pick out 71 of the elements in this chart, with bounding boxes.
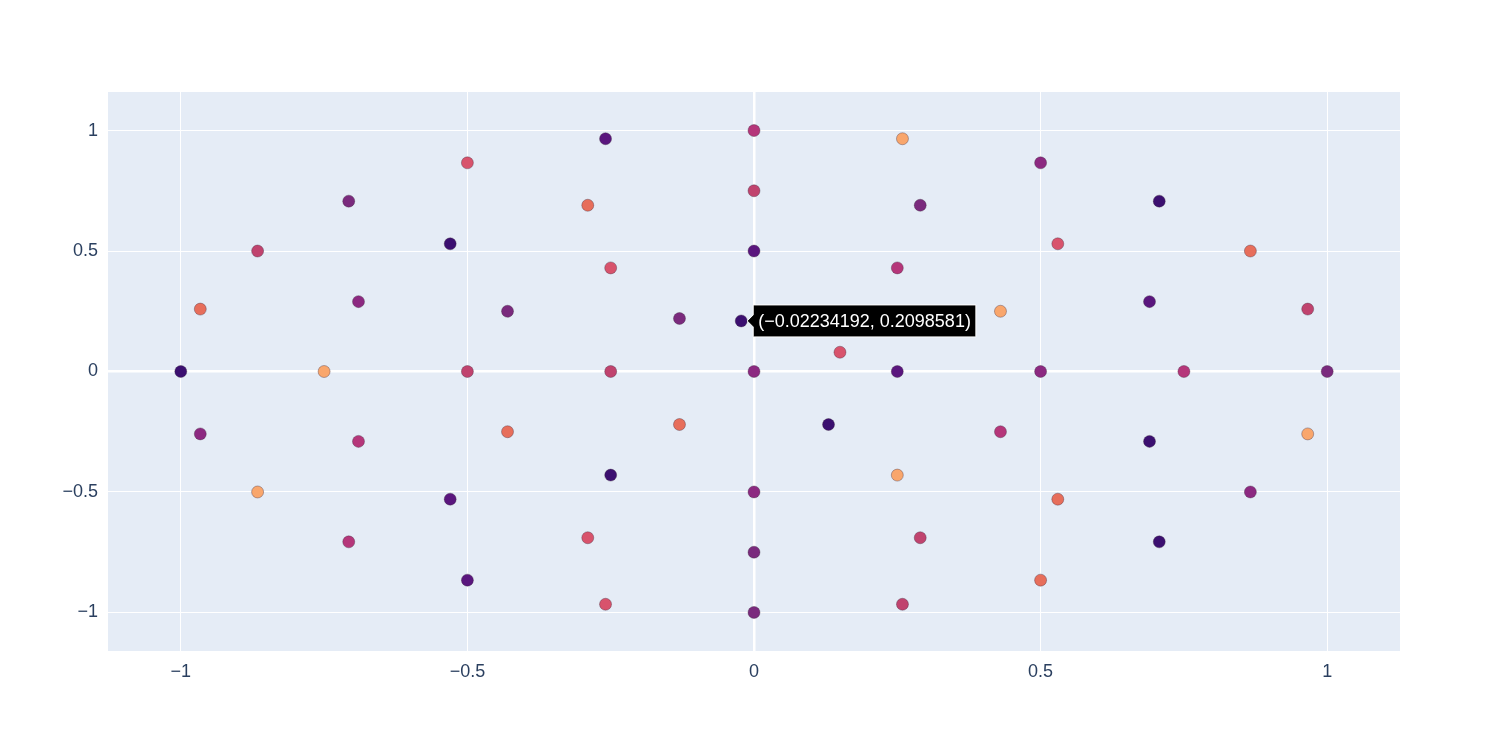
point [461, 573, 474, 587]
point [581, 198, 595, 212]
point [604, 468, 617, 482]
point [1177, 365, 1191, 378]
x-tick-label: 0.5 [1028, 660, 1054, 681]
point [747, 545, 761, 559]
point [1320, 365, 1334, 378]
point [896, 132, 909, 146]
point [193, 427, 207, 441]
y-tick-label: −0.5 [62, 480, 98, 501]
point [1034, 365, 1047, 378]
point [443, 492, 457, 506]
point [174, 365, 188, 378]
point [913, 531, 927, 545]
point [994, 304, 1007, 318]
point [747, 606, 761, 619]
point [604, 261, 617, 275]
point [891, 261, 904, 275]
point [1152, 535, 1166, 549]
annotation: (−0.02234192, 0.2098581) [758, 310, 971, 331]
point [1143, 435, 1156, 448]
point [317, 365, 331, 378]
point [501, 425, 514, 439]
point [896, 597, 909, 611]
point [1034, 156, 1047, 170]
y-tick-label: −1 [77, 601, 98, 622]
point [833, 345, 847, 359]
point [1152, 194, 1166, 208]
y-tick-label: 0.5 [72, 239, 98, 260]
point [747, 184, 761, 198]
point [352, 435, 365, 448]
point [1034, 573, 1047, 587]
point [461, 156, 474, 170]
point [1143, 295, 1156, 308]
point [342, 535, 356, 549]
point [747, 365, 761, 378]
point [994, 425, 1007, 439]
x-tick-label: 0 [748, 660, 760, 681]
point [599, 132, 612, 146]
point [747, 124, 761, 137]
x-tick-label: 1 [1322, 660, 1333, 681]
point [891, 468, 904, 482]
point [1301, 302, 1315, 316]
point [251, 244, 264, 258]
point [342, 194, 356, 208]
point [501, 304, 514, 318]
point [1051, 492, 1065, 506]
point [1244, 485, 1257, 499]
point [1301, 427, 1315, 441]
point [1244, 244, 1257, 258]
point [734, 314, 748, 328]
point [443, 237, 457, 251]
point [673, 312, 686, 325]
x-tick-label: −0.5 [449, 660, 486, 681]
point [1051, 237, 1065, 251]
point [193, 302, 207, 316]
point [251, 485, 264, 499]
point [604, 365, 617, 378]
point [891, 365, 904, 378]
y-tick-label: 0 [87, 360, 98, 381]
point [461, 365, 474, 378]
point [747, 485, 761, 499]
y-tick-label: 1 [87, 119, 98, 140]
point [822, 418, 835, 431]
x-tick-label: −1 [170, 660, 192, 681]
point [352, 295, 365, 308]
point [581, 531, 595, 545]
point [747, 244, 761, 258]
point [673, 418, 686, 431]
point [913, 198, 927, 212]
point [599, 597, 612, 611]
